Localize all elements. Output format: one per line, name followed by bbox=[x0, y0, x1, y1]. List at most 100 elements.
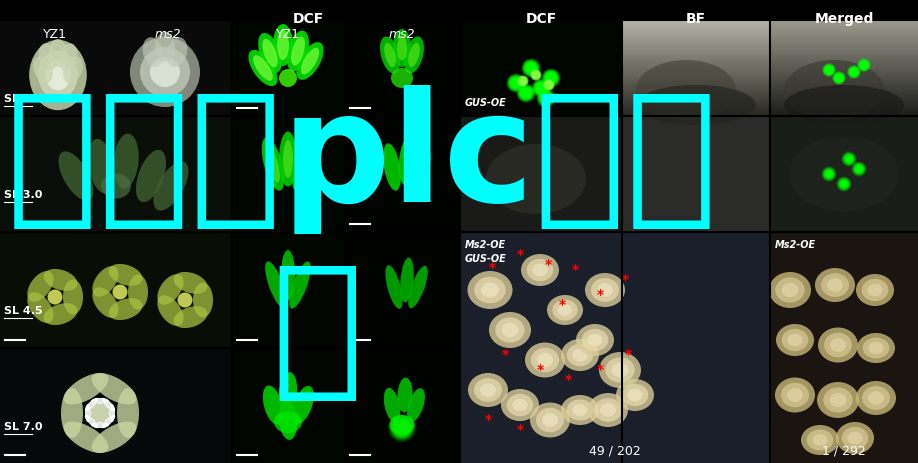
Ellipse shape bbox=[512, 399, 528, 412]
Circle shape bbox=[522, 80, 524, 82]
Circle shape bbox=[827, 68, 831, 72]
Circle shape bbox=[834, 73, 845, 83]
Circle shape bbox=[517, 84, 535, 102]
Ellipse shape bbox=[621, 384, 648, 406]
Ellipse shape bbox=[33, 56, 53, 83]
Ellipse shape bbox=[289, 262, 311, 309]
Ellipse shape bbox=[409, 266, 428, 308]
Text: YZ1: YZ1 bbox=[43, 28, 67, 41]
Circle shape bbox=[545, 97, 547, 99]
Ellipse shape bbox=[283, 140, 293, 178]
Bar bbox=[0, 232, 232, 348]
Ellipse shape bbox=[585, 273, 625, 307]
Ellipse shape bbox=[130, 37, 200, 107]
Ellipse shape bbox=[113, 134, 139, 188]
Circle shape bbox=[828, 69, 830, 70]
Text: BF: BF bbox=[686, 12, 706, 26]
Ellipse shape bbox=[383, 144, 401, 191]
Bar bbox=[770, 85, 918, 87]
Bar bbox=[622, 33, 770, 35]
Circle shape bbox=[826, 171, 832, 177]
Ellipse shape bbox=[167, 37, 187, 67]
Bar bbox=[622, 116, 770, 232]
Circle shape bbox=[512, 80, 520, 86]
Circle shape bbox=[543, 69, 559, 86]
Circle shape bbox=[388, 414, 416, 442]
Bar bbox=[232, 116, 345, 232]
Bar bbox=[345, 232, 460, 348]
Ellipse shape bbox=[263, 386, 283, 425]
Bar bbox=[622, 39, 770, 41]
Circle shape bbox=[520, 78, 526, 84]
Ellipse shape bbox=[393, 29, 411, 67]
Circle shape bbox=[856, 166, 862, 172]
Bar bbox=[770, 72, 918, 74]
Text: Merged: Merged bbox=[814, 12, 874, 26]
Bar bbox=[622, 91, 770, 93]
Ellipse shape bbox=[566, 400, 593, 420]
Bar bbox=[770, 108, 918, 110]
Ellipse shape bbox=[409, 148, 431, 194]
Text: SL 7.0: SL 7.0 bbox=[4, 422, 42, 432]
Text: *: * bbox=[558, 298, 565, 312]
Ellipse shape bbox=[824, 333, 852, 357]
Ellipse shape bbox=[525, 343, 565, 377]
Circle shape bbox=[856, 166, 862, 172]
Ellipse shape bbox=[467, 271, 512, 309]
Text: Ms2-OE: Ms2-OE bbox=[465, 240, 506, 250]
Circle shape bbox=[828, 173, 830, 175]
Circle shape bbox=[545, 72, 557, 84]
Text: *: * bbox=[544, 258, 552, 272]
Text: *: * bbox=[624, 348, 632, 362]
Bar bbox=[622, 62, 770, 64]
Ellipse shape bbox=[599, 352, 641, 388]
Circle shape bbox=[823, 168, 835, 180]
Ellipse shape bbox=[92, 421, 137, 453]
Ellipse shape bbox=[576, 324, 614, 356]
Ellipse shape bbox=[468, 373, 508, 407]
Circle shape bbox=[510, 77, 521, 89]
Circle shape bbox=[859, 60, 868, 69]
Circle shape bbox=[827, 172, 831, 176]
Circle shape bbox=[855, 164, 864, 174]
Bar bbox=[622, 108, 770, 110]
Circle shape bbox=[857, 59, 870, 71]
Bar bbox=[770, 232, 918, 463]
Bar bbox=[0, 116, 232, 232]
Ellipse shape bbox=[573, 349, 588, 362]
Circle shape bbox=[513, 81, 519, 86]
Text: DCF: DCF bbox=[292, 12, 324, 26]
Circle shape bbox=[543, 94, 549, 101]
Text: Ms2-OE: Ms2-OE bbox=[775, 240, 816, 250]
Circle shape bbox=[548, 75, 554, 81]
Circle shape bbox=[547, 83, 551, 87]
Bar bbox=[622, 28, 770, 30]
Ellipse shape bbox=[830, 393, 846, 407]
Circle shape bbox=[533, 73, 539, 77]
Text: *: * bbox=[501, 348, 509, 362]
Circle shape bbox=[844, 154, 855, 164]
Circle shape bbox=[839, 179, 848, 188]
Bar bbox=[770, 49, 918, 51]
Circle shape bbox=[838, 77, 840, 79]
Ellipse shape bbox=[536, 408, 564, 432]
Ellipse shape bbox=[781, 383, 809, 407]
Circle shape bbox=[836, 177, 851, 191]
Text: DCF: DCF bbox=[525, 12, 556, 26]
Ellipse shape bbox=[63, 421, 108, 453]
Ellipse shape bbox=[611, 363, 629, 377]
Ellipse shape bbox=[801, 425, 839, 455]
Ellipse shape bbox=[157, 295, 184, 326]
Ellipse shape bbox=[782, 329, 809, 351]
Circle shape bbox=[540, 92, 552, 104]
Bar bbox=[770, 28, 918, 30]
Ellipse shape bbox=[815, 268, 855, 302]
Bar bbox=[770, 31, 918, 33]
Ellipse shape bbox=[297, 42, 324, 80]
Ellipse shape bbox=[856, 274, 894, 306]
Ellipse shape bbox=[386, 265, 403, 309]
Bar bbox=[622, 24, 770, 26]
Circle shape bbox=[845, 154, 854, 163]
Bar bbox=[622, 30, 770, 31]
Ellipse shape bbox=[108, 298, 142, 320]
